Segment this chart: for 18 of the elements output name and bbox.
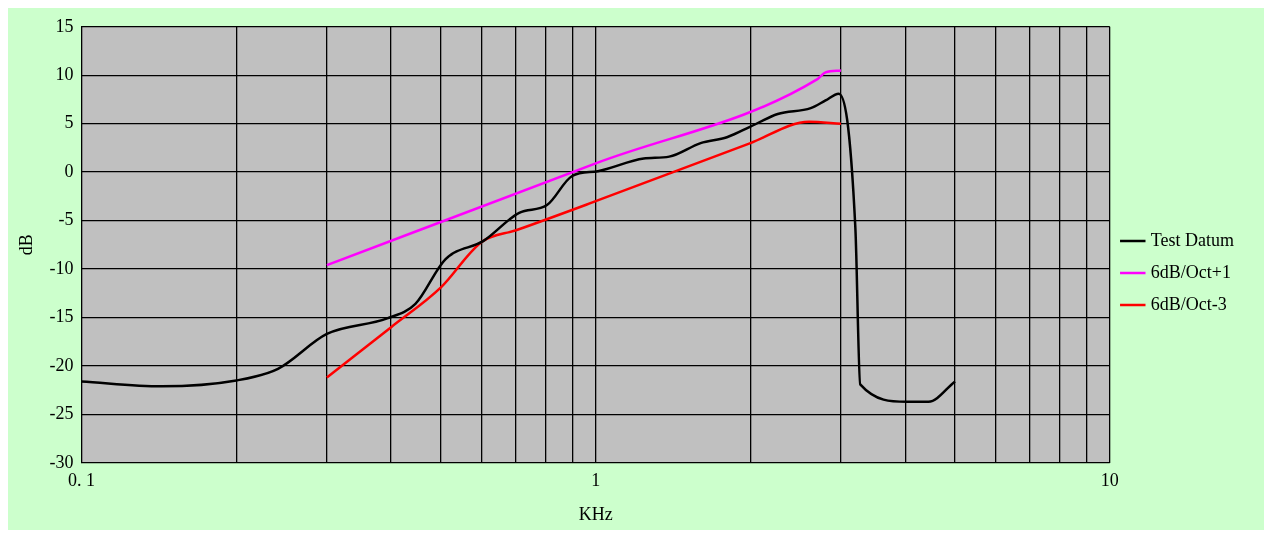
- y-tick-label: -20: [49, 354, 74, 375]
- y-tick-label: -15: [49, 306, 74, 327]
- y-axis-title: dB: [15, 234, 36, 256]
- y-tick-label: 10: [55, 63, 74, 84]
- x-tick-label: 1: [591, 470, 601, 491]
- y-tick-label: -25: [49, 403, 74, 424]
- legend-label: Test Datum: [1150, 229, 1235, 250]
- y-tick-label: -10: [49, 257, 74, 278]
- y-tick-label: -30: [49, 451, 74, 472]
- y-tick-label: 15: [55, 15, 74, 36]
- y-tick-label: -5: [58, 209, 74, 230]
- y-tick-label: 5: [64, 112, 74, 133]
- y-tick-label: 0: [64, 160, 74, 181]
- legend-label: 6dB/Oct+1: [1150, 261, 1231, 282]
- x-tick-label: 10: [1100, 470, 1119, 491]
- legend-label: 6dB/Oct-3: [1150, 293, 1227, 314]
- x-axis-title: KHz: [578, 503, 613, 524]
- x-tick-label: 0. 1: [68, 470, 96, 491]
